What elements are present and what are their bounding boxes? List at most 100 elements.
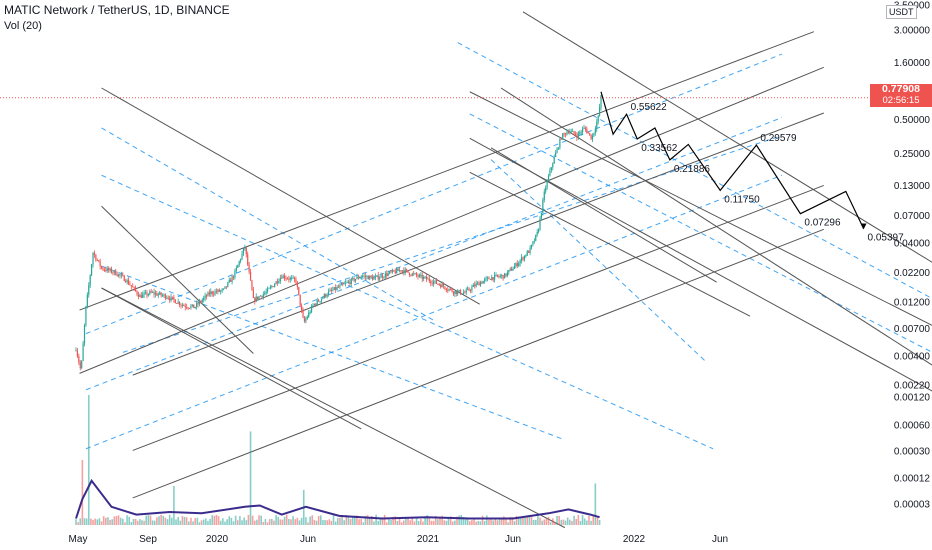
candle-body <box>374 276 377 278</box>
candle-body <box>292 277 294 279</box>
candle-body <box>327 291 330 295</box>
candle-body <box>379 277 381 280</box>
candle-body <box>268 288 270 289</box>
candle-body <box>336 287 338 290</box>
volume-bar <box>166 519 169 525</box>
candle-body <box>482 281 484 284</box>
volume-bar <box>175 519 177 525</box>
candle-body <box>129 284 131 286</box>
candle-body <box>576 135 578 138</box>
candle-body <box>271 286 273 288</box>
volume-bar <box>579 520 582 525</box>
channel-trendline <box>101 287 362 430</box>
candle-body <box>177 301 179 304</box>
candle-body <box>96 259 98 261</box>
volume-bar <box>236 520 239 525</box>
volume-bar <box>202 519 205 525</box>
candle-body <box>587 132 589 134</box>
candle-body <box>88 285 90 295</box>
volume-bar <box>249 431 252 525</box>
volume-bar <box>251 515 254 525</box>
candle-body <box>596 121 598 129</box>
volume-bar <box>224 521 226 525</box>
candle-body <box>105 269 107 271</box>
time-axis-label: 2022 <box>623 534 646 545</box>
price-axis-label: 0.00700 <box>894 324 931 335</box>
candle-body <box>599 107 601 116</box>
candle-body <box>159 292 161 295</box>
volume-bar <box>213 515 216 525</box>
volume-bar <box>430 520 433 525</box>
volume-bar <box>443 520 446 525</box>
candle-body <box>224 286 226 289</box>
volume-bar <box>507 522 509 525</box>
volume-bar <box>77 522 79 525</box>
volume-bar <box>532 519 535 525</box>
candle-body <box>252 290 254 298</box>
volume-bar <box>326 520 328 525</box>
volume-bar <box>509 516 512 525</box>
volume-bar <box>543 519 546 525</box>
volume-bar <box>198 522 201 525</box>
candle-body <box>440 284 442 288</box>
candle-body <box>562 133 564 140</box>
volume-bar <box>160 514 162 525</box>
candle-body <box>269 286 272 289</box>
projection-price-label: 0.11750 <box>724 194 760 205</box>
price-axis-label: 0.00030 <box>894 447 931 458</box>
volume-bar <box>545 518 548 525</box>
candle-body <box>186 307 188 308</box>
candle-body <box>86 294 88 307</box>
candle-body <box>190 305 192 309</box>
candle-body <box>291 277 293 279</box>
volume-bar <box>162 515 165 525</box>
volume-bar <box>313 519 316 525</box>
volume-bar <box>415 517 418 525</box>
volume-bar <box>296 517 299 525</box>
candle-body <box>137 294 140 297</box>
projection-price-label: 0.33562 <box>641 143 678 154</box>
candle-body <box>362 276 364 277</box>
candle-body <box>115 270 117 275</box>
candle-body <box>474 284 476 287</box>
candle-body <box>122 274 124 276</box>
candle-body <box>127 280 130 285</box>
candle-body <box>464 292 466 294</box>
candle-body <box>106 268 108 271</box>
channel-trendline <box>79 31 815 311</box>
volume-bar <box>590 520 592 525</box>
price-axis-label: 0.07000 <box>894 211 931 222</box>
dashed-trendline <box>469 113 932 353</box>
candle-body <box>577 132 579 138</box>
candle-body <box>293 277 296 280</box>
candle-body <box>259 295 262 297</box>
candle-body <box>142 294 144 298</box>
candle-body <box>377 275 379 280</box>
volume-bar <box>277 516 280 525</box>
candle-body <box>100 266 103 269</box>
currency-unit-badge[interactable]: USDT <box>886 5 917 19</box>
channel-trendline <box>101 87 480 305</box>
candle-body <box>533 240 535 242</box>
volume-bar <box>471 520 473 525</box>
candle-body <box>329 289 331 292</box>
candle-body <box>132 286 134 288</box>
volume-bar <box>420 519 422 525</box>
volume-bar <box>307 522 309 525</box>
candle-body <box>262 294 264 298</box>
candle-body <box>295 279 297 283</box>
volume-bar <box>592 514 595 525</box>
candle-body <box>152 292 154 293</box>
volume-bar <box>290 519 292 525</box>
candle-body <box>557 147 560 149</box>
price-axis-label: 0.04000 <box>894 239 931 250</box>
volume-bar <box>494 518 497 525</box>
volume-indicator-label[interactable]: Vol (20) <box>4 20 42 32</box>
candle-body <box>147 294 149 296</box>
candle-body <box>326 294 328 297</box>
candle-body <box>89 275 91 286</box>
candle-body <box>488 277 490 280</box>
volume-bar <box>554 522 556 525</box>
